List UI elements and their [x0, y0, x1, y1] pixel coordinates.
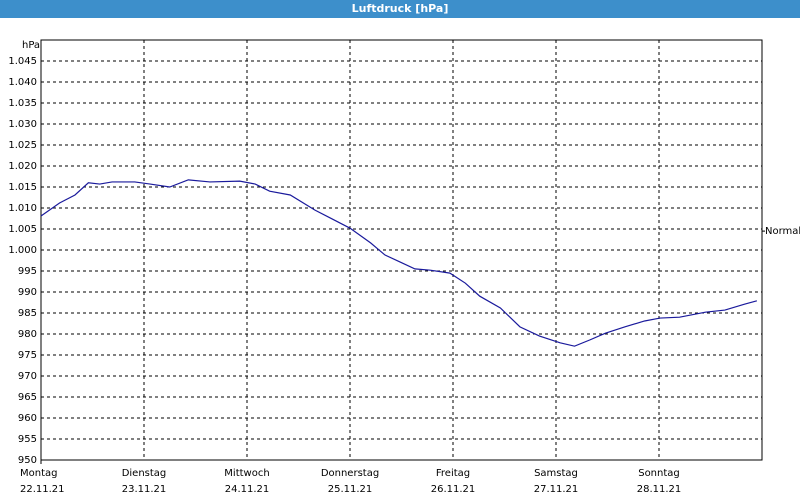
x-tick-date: 27.11.21	[534, 484, 579, 495]
x-tick-label: Montag	[20, 468, 57, 479]
x-tick-date: 26.11.21	[431, 484, 476, 495]
y-tick-label: 980	[18, 329, 37, 340]
y-tick-label: 960	[18, 413, 37, 424]
y-tick-label: 965	[18, 392, 37, 403]
x-tick-label: Donnerstag	[321, 468, 379, 479]
x-tick-date: 28.11.21	[637, 484, 682, 495]
y-tick-label: 1.005	[8, 224, 37, 235]
x-tick-label: Dienstag	[122, 468, 167, 479]
x-tick-label: Sonntag	[638, 468, 680, 479]
x-tick-date: 23.11.21	[122, 484, 167, 495]
x-tick-label: Mittwoch	[224, 468, 269, 479]
y-tick-label: 985	[18, 308, 37, 319]
y-tick-label: 995	[18, 266, 37, 277]
plot-border	[40, 39, 763, 461]
x-tick-label: Samstag	[534, 468, 578, 479]
y-tick-label: 990	[18, 287, 37, 298]
y-tick-label: 1.015	[8, 182, 37, 193]
y-tick-label: 1.020	[8, 161, 37, 172]
y-tick-label: 1.000	[8, 245, 37, 256]
y-tick-label: 1.045	[8, 56, 37, 67]
y-tick-label: 1.030	[8, 119, 37, 130]
y-tick-label: 955	[18, 434, 37, 445]
y-tick-label: 1.035	[8, 98, 37, 109]
y-tick-label: 975	[18, 350, 37, 361]
x-tick-label: Freitag	[436, 468, 470, 479]
y-tick-label: 950	[18, 455, 37, 466]
title-bar: Luftdruck [hPa]	[0, 0, 800, 18]
x-tick-date: 22.11.21	[20, 484, 65, 495]
x-tick-date: 24.11.21	[225, 484, 270, 495]
line-series	[40, 179, 758, 347]
reference-label: Normal	[765, 226, 800, 237]
y-tick-label: 1.040	[8, 77, 37, 88]
x-tick-date: 25.11.21	[328, 484, 373, 495]
y-axis-label: hPa	[22, 40, 40, 51]
y-tick-label: 1.010	[8, 203, 37, 214]
y-tick-label: 1.025	[8, 140, 37, 151]
y-tick-label: 970	[18, 371, 37, 382]
